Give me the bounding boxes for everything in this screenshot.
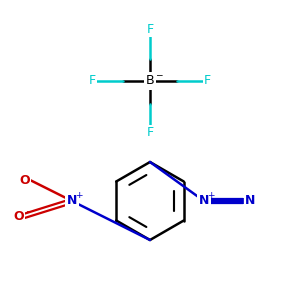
Text: −: − (26, 206, 33, 215)
Text: +: + (207, 190, 214, 200)
Text: N: N (67, 194, 77, 208)
Text: +: + (75, 190, 82, 200)
Text: B: B (146, 74, 154, 88)
Text: N: N (199, 194, 209, 208)
Text: F: F (89, 74, 96, 88)
Text: −: − (155, 70, 162, 79)
Text: O: O (14, 209, 24, 223)
Text: N: N (244, 194, 255, 208)
Text: F: F (146, 126, 154, 139)
Text: F: F (204, 74, 211, 88)
Text: O: O (20, 173, 30, 187)
Text: F: F (146, 23, 154, 36)
